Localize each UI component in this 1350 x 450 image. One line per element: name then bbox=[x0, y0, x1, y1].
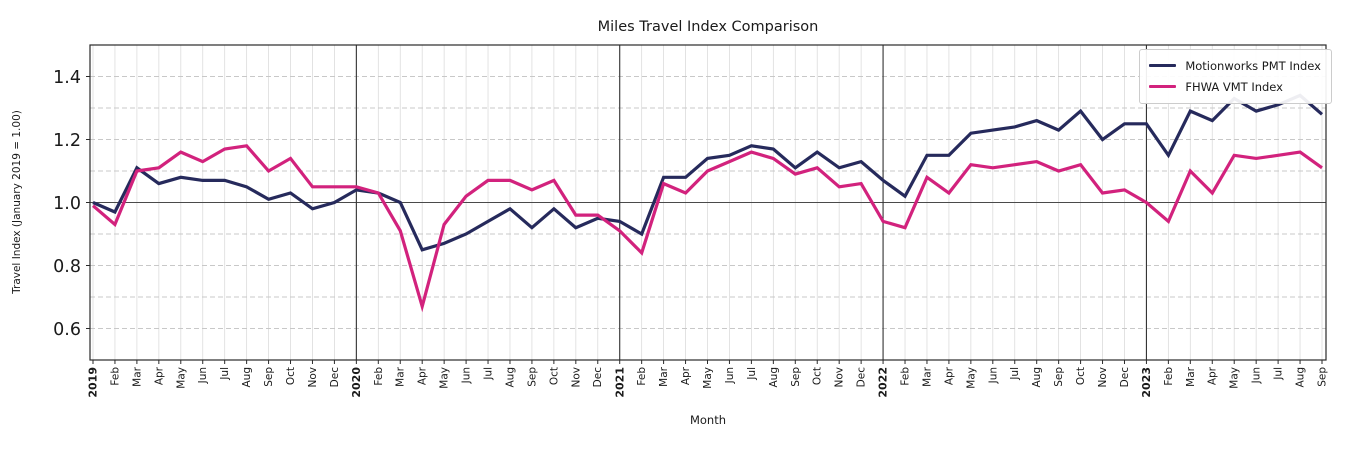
x-tick-label: Sep bbox=[1316, 367, 1328, 387]
x-tick-label: Jul bbox=[1273, 367, 1285, 381]
vmt-line-swatch bbox=[1149, 84, 1177, 89]
x-tick-label: Apr bbox=[153, 366, 165, 385]
x-tick-label: May bbox=[175, 367, 187, 389]
x-tick-label: Dec bbox=[329, 367, 341, 388]
x-tick-label: Sep bbox=[263, 367, 275, 387]
chart-title: Miles Travel Index Comparison bbox=[597, 19, 819, 35]
x-tick-label: Feb bbox=[899, 367, 911, 386]
x-tick-label: Sep bbox=[1053, 367, 1065, 387]
x-tick-label: Mar bbox=[921, 366, 933, 386]
x-tick-label: Nov bbox=[307, 367, 319, 388]
x-tick-label: Apr bbox=[943, 366, 955, 385]
x-tick-label: 2019 bbox=[87, 367, 100, 398]
x-tick-label: Dec bbox=[592, 367, 604, 388]
y-tick-label: 1.2 bbox=[53, 131, 81, 151]
legend-item-pmt: Motionworks PMT Index bbox=[1149, 55, 1321, 76]
x-tick-label: Mar bbox=[1185, 366, 1197, 386]
x-tick-label: Jun bbox=[724, 367, 736, 384]
y-axis-label: Travel Index (January 2019 = 1.00) bbox=[11, 110, 23, 294]
x-tick-label: Apr bbox=[1207, 366, 1219, 385]
x-tick-label: Jul bbox=[483, 367, 495, 381]
x-axis-label: Month bbox=[689, 413, 727, 427]
x-tick-label: Jul bbox=[1009, 367, 1021, 381]
x-tick-label: Aug bbox=[241, 367, 253, 388]
x-tick-label: Jun bbox=[987, 367, 999, 384]
x-tick-label: Feb bbox=[1163, 367, 1175, 386]
x-tick-label: Oct bbox=[548, 367, 560, 385]
x-tick-label: May bbox=[702, 367, 714, 389]
x-tick-label: Jun bbox=[461, 367, 473, 384]
pmt-index-line bbox=[92, 93, 1324, 252]
legend-label-pmt: Motionworks PMT Index bbox=[1185, 58, 1321, 73]
x-tick-label: May bbox=[965, 367, 977, 389]
x-tick-label: 2022 bbox=[877, 367, 890, 398]
x-tick-label: Dec bbox=[1119, 367, 1131, 388]
x-tick-label: Oct bbox=[812, 367, 824, 385]
pmt-line-swatch bbox=[1149, 63, 1177, 68]
x-tick-label: Dec bbox=[856, 367, 868, 388]
x-tick-label: May bbox=[439, 367, 451, 389]
legend-item-vmt: FHWA VMT Index bbox=[1149, 76, 1321, 97]
x-tick-label: Sep bbox=[526, 367, 538, 387]
x-tick-label: Aug bbox=[1031, 367, 1043, 388]
x-tick-label: Nov bbox=[834, 367, 846, 388]
y-tick-label: 0.8 bbox=[53, 257, 81, 277]
x-tick-label: Sep bbox=[790, 367, 802, 387]
x-tick-label: Apr bbox=[680, 366, 692, 385]
x-tick-label: Oct bbox=[1075, 367, 1087, 385]
x-tick-label: Aug bbox=[1295, 367, 1307, 388]
x-tick-label: Feb bbox=[373, 367, 385, 386]
x-tick-label: Feb bbox=[109, 367, 121, 386]
x-tick-label: Feb bbox=[636, 367, 648, 386]
x-tick-label: Oct bbox=[285, 367, 297, 385]
legend-label-vmt: FHWA VMT Index bbox=[1185, 79, 1283, 94]
x-tick-label: Aug bbox=[504, 367, 516, 388]
x-tick-label: Jun bbox=[1251, 367, 1263, 384]
x-tick-label: 2021 bbox=[613, 367, 626, 398]
x-tick-label: Aug bbox=[768, 367, 780, 388]
x-tick-label: Jul bbox=[219, 367, 231, 381]
x-tick-label: Mar bbox=[395, 366, 407, 386]
x-tick-label: Jun bbox=[197, 367, 209, 384]
x-tick-label: Nov bbox=[570, 367, 582, 388]
x-tick-label: Apr bbox=[417, 366, 429, 385]
legend: Motionworks PMT Index FHWA VMT Index bbox=[1139, 49, 1332, 104]
y-tick-label: 1.4 bbox=[53, 68, 81, 88]
x-tick-label: 2020 bbox=[350, 367, 363, 398]
y-tick-label: 0.6 bbox=[53, 320, 81, 340]
x-tick-label: Jul bbox=[746, 367, 758, 381]
vmt-index-line bbox=[91, 144, 1323, 313]
x-tick-label: Nov bbox=[1097, 367, 1109, 388]
x-tick-label: Mar bbox=[658, 366, 670, 386]
x-tick-label: May bbox=[1229, 367, 1241, 389]
y-tick-label: 1.0 bbox=[53, 194, 81, 214]
x-tick-label: Mar bbox=[131, 366, 143, 386]
x-tick-label: 2023 bbox=[1140, 367, 1153, 398]
